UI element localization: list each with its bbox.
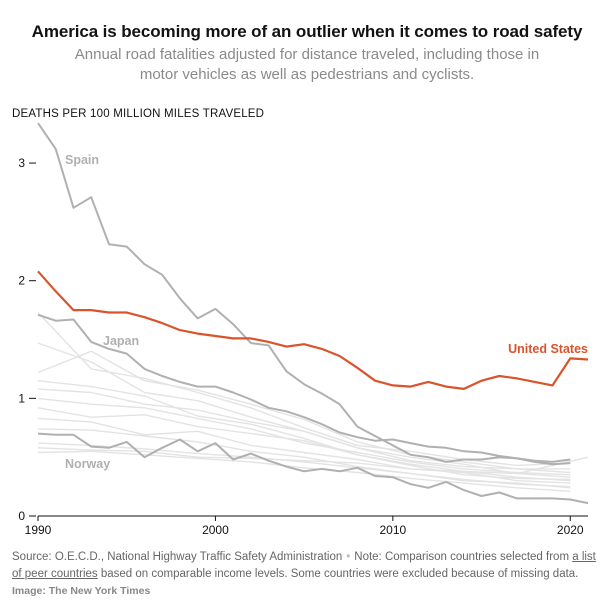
- y-tick-label-0: 0: [18, 509, 25, 523]
- y-axis-label: DEATHS PER 100 MILLION MILES TRAVELED: [12, 108, 265, 120]
- background-series-line-12: [37, 447, 589, 475]
- series-label-japan: Japan: [103, 334, 139, 348]
- x-tick-label-2000: 2000: [202, 523, 229, 537]
- image-credit: Image: The New York Times: [12, 585, 151, 597]
- y-tick-label-2: 2: [18, 274, 25, 288]
- highlighted-series-group: [37, 122, 589, 505]
- y-tick-label-3: 3: [18, 156, 25, 170]
- note-text-end: based on comparable income levels. Some …: [97, 568, 579, 580]
- background-series-line-5: [37, 397, 571, 476]
- series-label-norway: Norway: [65, 457, 110, 471]
- chart-subtitle: Annual road fatalities adjusted for dist…: [74, 46, 540, 83]
- axes-group: 1990 2000 2010 2020 0 1 2 3: [18, 156, 588, 537]
- series-labels-group: United States Spain Japan Norway: [65, 153, 588, 471]
- series-line-japan: [37, 313, 571, 466]
- series-line-united-states: [37, 270, 589, 390]
- series-line-spain: [37, 122, 571, 463]
- background-series-line-2: [37, 350, 571, 470]
- source-text: Source: O.E.C.D., National Highway Traff…: [12, 551, 343, 563]
- x-tick-label-2010: 2010: [379, 523, 406, 537]
- series-label-united-states: United States: [508, 342, 588, 356]
- x-tick-label-1990: 1990: [25, 523, 52, 537]
- y-tick-label-1: 1: [18, 391, 25, 405]
- background-series-line-7: [37, 417, 571, 484]
- chart-title: America is becoming more of an outlier w…: [31, 22, 583, 41]
- background-series-line-3: [37, 312, 571, 467]
- note-text: Note: Comparison countries selected from: [354, 551, 573, 563]
- series-line-norway: [37, 432, 589, 505]
- background-series-group: [37, 312, 589, 492]
- line-chart: 1990 2000 2010 2020 0 1 2 3 United States Spain J…: [18, 122, 589, 537]
- series-label-spain: Spain: [65, 153, 99, 167]
- peer-countries-link[interactable]: a list of peer countries: [12, 551, 596, 580]
- background-series-line-10: [37, 442, 571, 488]
- background-series-line-4: [37, 388, 571, 478]
- background-series-line-9: [37, 380, 571, 481]
- x-tick-label-2020: 2020: [557, 523, 584, 537]
- source-note: Source: O.E.C.D., National Highway Traff…: [12, 549, 604, 600]
- separator-dot: •: [346, 551, 351, 563]
- background-series-line-11: [37, 450, 571, 492]
- background-series-line-6: [37, 407, 571, 482]
